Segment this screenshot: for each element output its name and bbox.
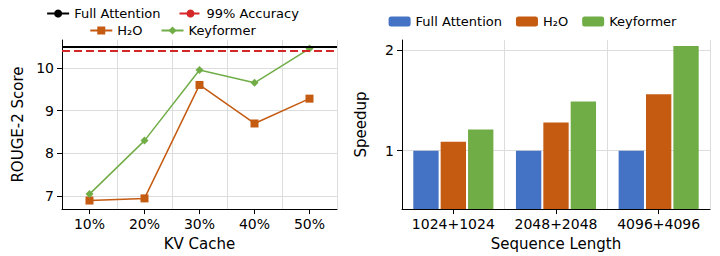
svg-text:9: 9: [45, 103, 54, 119]
svg-text:10%: 10%: [74, 216, 105, 232]
svg-text:Speedup: Speedup: [352, 92, 370, 158]
svg-text:Full Attention: Full Attention: [74, 6, 160, 21]
svg-text:1024+1024: 1024+1024: [412, 216, 495, 232]
svg-text:2: 2: [385, 42, 394, 58]
svg-text:99% Accuracy: 99% Accuracy: [206, 6, 299, 21]
svg-text:1: 1: [385, 143, 394, 159]
svg-text:30%: 30%: [184, 216, 215, 232]
svg-text:20%: 20%: [129, 216, 160, 232]
svg-text:2048+2048: 2048+2048: [515, 216, 598, 232]
svg-text:Keyformer: Keyformer: [188, 23, 256, 38]
svg-text:KV Cache: KV Cache: [164, 235, 236, 253]
svg-text:8: 8: [45, 145, 54, 161]
svg-text:10: 10: [36, 60, 54, 76]
svg-text:40%: 40%: [239, 216, 270, 232]
svg-text:Sequence Length: Sequence Length: [491, 235, 622, 253]
svg-text:Full Attention: Full Attention: [416, 14, 502, 29]
svg-text:Keyformer: Keyformer: [609, 14, 677, 29]
svg-text:4096+4096: 4096+4096: [617, 216, 700, 232]
svg-text:H₂O: H₂O: [117, 23, 142, 38]
svg-text:7: 7: [45, 188, 54, 204]
svg-text:50%: 50%: [294, 216, 325, 232]
svg-text:ROUGE-2 Score: ROUGE-2 Score: [9, 67, 27, 183]
svg-text:H₂O: H₂O: [543, 14, 568, 29]
